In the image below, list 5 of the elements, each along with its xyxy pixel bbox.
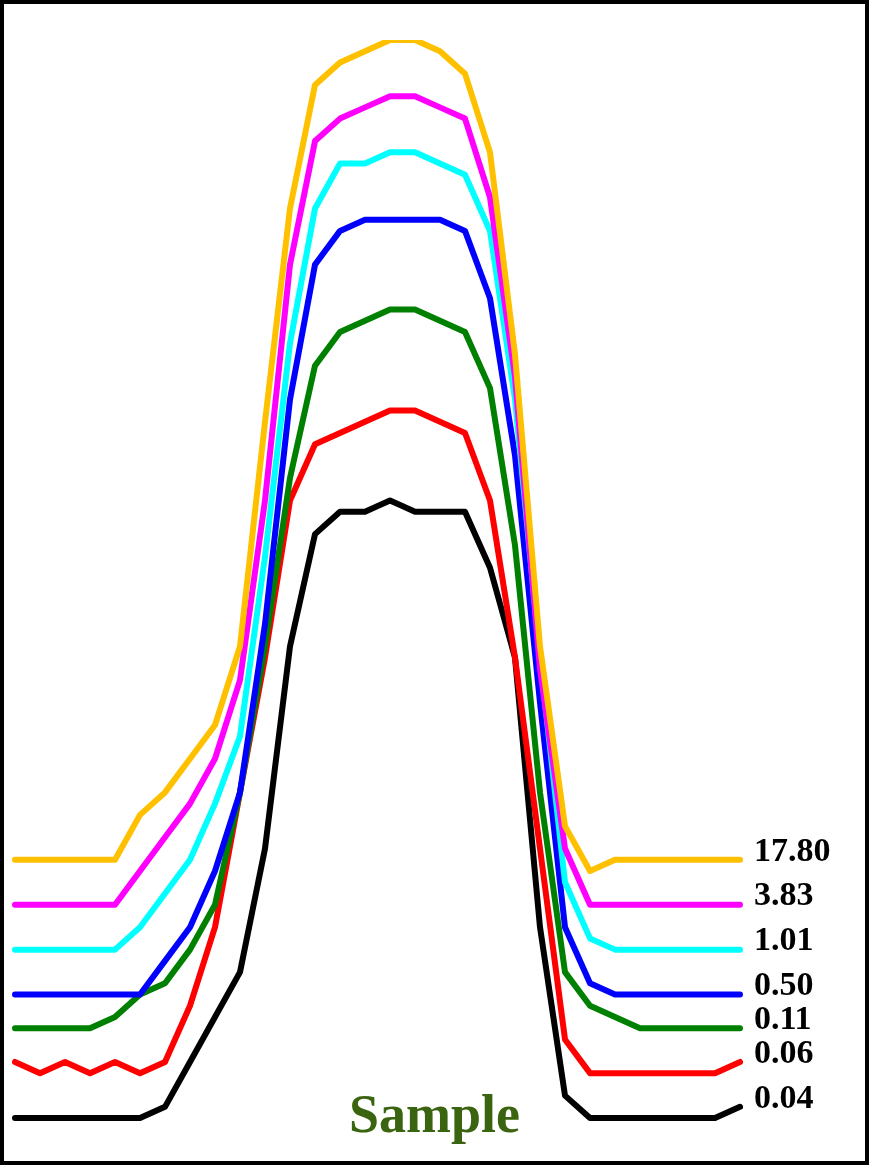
series-label: 0.04 — [754, 1077, 814, 1115]
series-label: 1.01 — [754, 920, 814, 958]
annotation: Sample — [348, 1084, 521, 1144]
series-label: 17.80 — [754, 830, 831, 868]
series-label: 3.83 — [754, 875, 814, 913]
